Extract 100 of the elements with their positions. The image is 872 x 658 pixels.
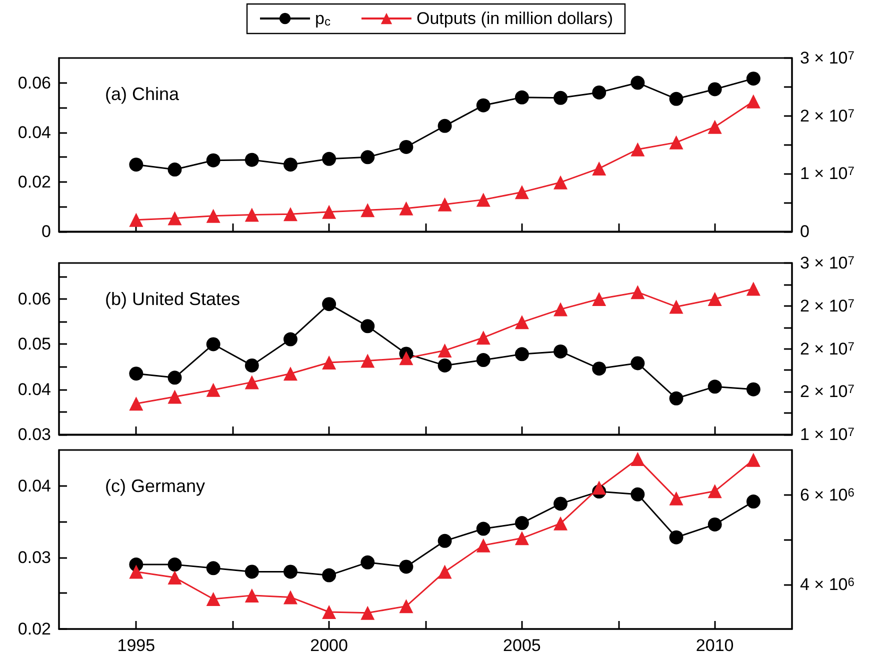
point [514, 185, 529, 200]
point [554, 175, 568, 190]
y-tick-label: 0 [42, 222, 51, 241]
point [168, 390, 182, 404]
point [669, 300, 684, 314]
legend-label: Outputs (in million dollars) [416, 9, 613, 28]
point [630, 356, 645, 370]
point [206, 208, 220, 223]
point [476, 192, 490, 207]
point [206, 561, 220, 576]
point [476, 330, 490, 345]
point [283, 332, 298, 346]
point [438, 564, 452, 579]
point [322, 604, 336, 619]
point [399, 201, 414, 216]
point [438, 534, 452, 548]
point [399, 560, 414, 574]
y-tick-label: 0.04 [18, 476, 51, 496]
point [708, 484, 722, 498]
point [514, 531, 529, 546]
point [206, 382, 220, 397]
point [168, 570, 182, 585]
point [476, 353, 490, 368]
point [592, 85, 606, 100]
point [399, 599, 414, 614]
point [244, 358, 259, 372]
y-tick-label: 0.04 [18, 380, 51, 399]
point [129, 396, 144, 411]
point [244, 208, 259, 222]
point [746, 494, 760, 509]
point [360, 319, 375, 334]
point [360, 606, 375, 620]
point [669, 491, 684, 506]
point [283, 207, 298, 222]
point [129, 564, 144, 579]
x-tick-label: 2010 [696, 636, 734, 655]
point [322, 204, 336, 219]
point [438, 358, 452, 372]
legend-label: pc [315, 9, 330, 28]
x-tick-label: 1995 [117, 636, 156, 655]
point [438, 197, 452, 212]
point [168, 162, 182, 177]
point [206, 153, 220, 168]
point [322, 297, 336, 312]
point [669, 92, 684, 106]
point [476, 522, 490, 536]
point [399, 351, 414, 366]
point [476, 98, 490, 112]
point [244, 152, 259, 167]
y-tick-label: 0.03 [18, 425, 51, 444]
point [592, 292, 606, 306]
point [399, 140, 414, 154]
point [708, 82, 722, 96]
y-tick-label: 0.02 [18, 620, 51, 638]
point [322, 568, 336, 582]
point [746, 72, 760, 86]
y2-tick-label: 0 [800, 222, 810, 241]
point [514, 90, 529, 104]
point [514, 315, 529, 330]
point [592, 161, 606, 176]
point [438, 343, 452, 358]
point [554, 344, 568, 358]
point [746, 452, 760, 467]
point [438, 118, 452, 133]
point [554, 496, 568, 511]
point [592, 480, 606, 495]
y-tick-label: 0.06 [18, 73, 51, 92]
point [592, 362, 606, 376]
point [746, 94, 760, 108]
point [168, 370, 182, 385]
text: (c) Germany [105, 476, 206, 496]
text: (a) China [105, 84, 180, 104]
point [244, 564, 259, 579]
point [168, 558, 182, 572]
point [514, 516, 529, 530]
point [746, 282, 760, 296]
point [554, 302, 568, 316]
point [206, 592, 220, 606]
point [322, 152, 336, 166]
point [708, 517, 722, 532]
point [244, 375, 259, 390]
y-tick-label: 0.02 [18, 172, 51, 192]
point [514, 347, 529, 362]
x-tick-label: 2005 [503, 636, 541, 655]
text: (b) United States [105, 289, 240, 309]
point [708, 292, 722, 306]
point [129, 158, 144, 172]
point [630, 76, 645, 90]
point [283, 564, 298, 579]
y-tick-label: 0.04 [18, 122, 51, 142]
point [360, 555, 375, 570]
point [476, 538, 490, 552]
y-tick-label: 0.06 [18, 290, 51, 309]
x-tick-label: 2000 [310, 636, 348, 655]
point [708, 120, 722, 134]
point [630, 452, 645, 466]
point [206, 337, 220, 352]
point [129, 366, 144, 381]
point [168, 211, 182, 226]
y-tick-label: 0.03 [18, 548, 51, 567]
